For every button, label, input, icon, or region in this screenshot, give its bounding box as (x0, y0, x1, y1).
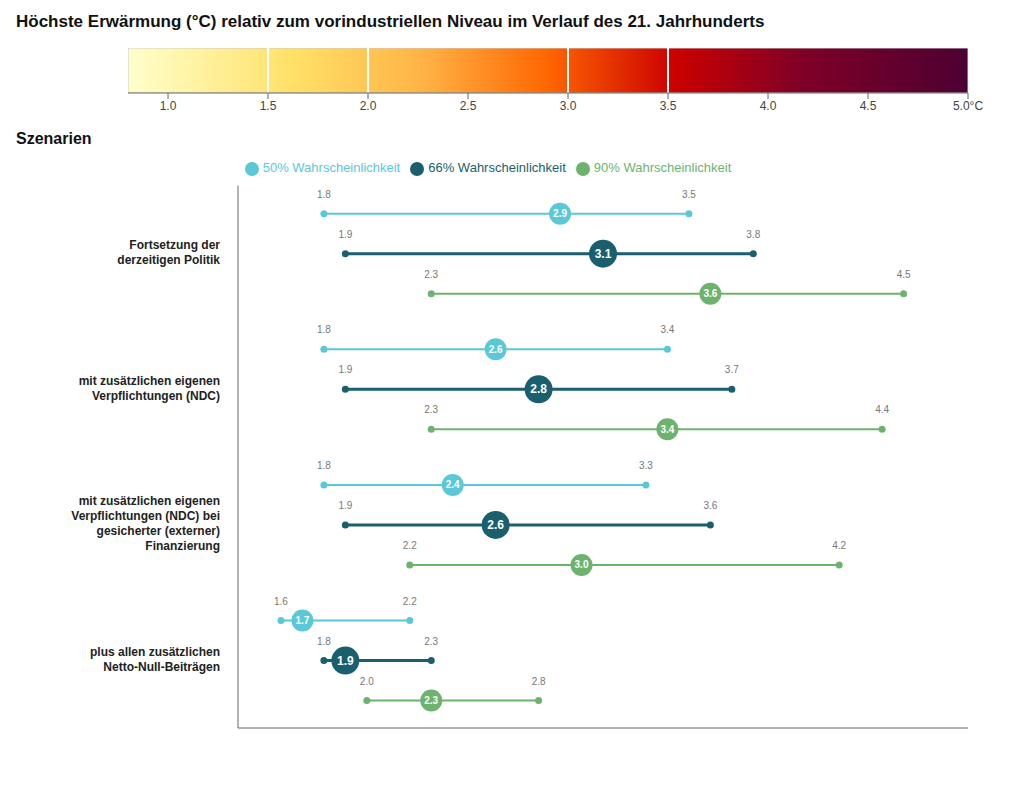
svg-text:5.0°C: 5.0°C (953, 99, 983, 113)
svg-text:3.3: 3.3 (639, 460, 653, 471)
svg-text:1.9: 1.9 (338, 229, 352, 240)
svg-text:2.3: 2.3 (424, 695, 438, 706)
svg-text:2.3: 2.3 (424, 404, 438, 415)
svg-text:1.8: 1.8 (317, 189, 331, 200)
svg-text:2.2: 2.2 (403, 540, 417, 551)
svg-text:Fortsetzung derderzeitigen Pol: Fortsetzung derderzeitigen Politik (117, 238, 220, 267)
svg-text:1.7: 1.7 (295, 615, 309, 626)
svg-text:1.8: 1.8 (317, 636, 331, 647)
svg-text:3.8: 3.8 (746, 229, 760, 240)
svg-text:2.8: 2.8 (532, 676, 546, 687)
svg-text:3.7: 3.7 (725, 364, 739, 375)
svg-text:3.5: 3.5 (682, 189, 696, 200)
svg-text:mit zusätzlichen eigenenVerpfl: mit zusätzlichen eigenenVerpflichtungen … (79, 374, 220, 403)
svg-text:2.0: 2.0 (360, 676, 374, 687)
svg-text:1.5: 1.5 (260, 99, 277, 113)
svg-text:2.9: 2.9 (553, 208, 567, 219)
svg-text:1.8: 1.8 (317, 324, 331, 335)
svg-text:1.8: 1.8 (317, 460, 331, 471)
svg-text:2.0: 2.0 (360, 99, 377, 113)
svg-text:plus allen zusätzlichenNetto-N: plus allen zusätzlichenNetto-Null-Beiträ… (90, 645, 220, 674)
svg-text:3.0: 3.0 (575, 559, 589, 570)
svg-text:3.5: 3.5 (660, 99, 677, 113)
svg-text:mit zusätzlichen eigenenVerpfl: mit zusätzlichen eigenenVerpflichtungen … (71, 494, 220, 553)
svg-text:2.3: 2.3 (424, 636, 438, 647)
svg-text:1.6: 1.6 (274, 596, 288, 607)
html-text:Höchste Erwärmung (°C) relativ: Höchste Erwärmung (°C) relativ zum vorin… (16, 12, 765, 31)
html-text:66% Wahrscheinlichkeit: 66% Wahrscheinlichkeit (428, 160, 566, 175)
svg-text:3.0: 3.0 (560, 99, 577, 113)
html-text:90% Wahrscheinlichkeit: 90% Wahrscheinlichkeit (593, 160, 732, 175)
svg-text:3.4: 3.4 (660, 424, 674, 435)
svg-text:1.9: 1.9 (338, 364, 352, 375)
svg-text:4.5: 4.5 (860, 99, 877, 113)
svg-text:2.6: 2.6 (487, 518, 504, 532)
svg-text:2.3: 2.3 (424, 269, 438, 280)
svg-text:2.8: 2.8 (530, 382, 547, 396)
svg-text:1.0: 1.0 (160, 99, 177, 113)
svg-text:2.2: 2.2 (403, 596, 417, 607)
html-text:Szenarien: Szenarien (16, 130, 92, 147)
svg-text:2.6: 2.6 (489, 344, 503, 355)
svg-text:3.1: 3.1 (595, 247, 612, 261)
svg-text:4.2: 4.2 (832, 540, 846, 551)
svg-text:2.4: 2.4 (446, 479, 460, 490)
svg-text:3.6: 3.6 (703, 500, 717, 511)
svg-text:4.5: 4.5 (897, 269, 911, 280)
svg-text:2.5: 2.5 (460, 99, 477, 113)
html-text:50% Wahrscheinlichkeit: 50% Wahrscheinlichkeit (262, 160, 401, 175)
svg-text:3.6: 3.6 (703, 288, 717, 299)
svg-text:3.4: 3.4 (660, 324, 674, 335)
svg-text:4.4: 4.4 (875, 404, 889, 415)
svg-text:4.0: 4.0 (760, 99, 777, 113)
svg-text:1.9: 1.9 (338, 500, 352, 511)
svg-text:1.9: 1.9 (337, 654, 354, 668)
